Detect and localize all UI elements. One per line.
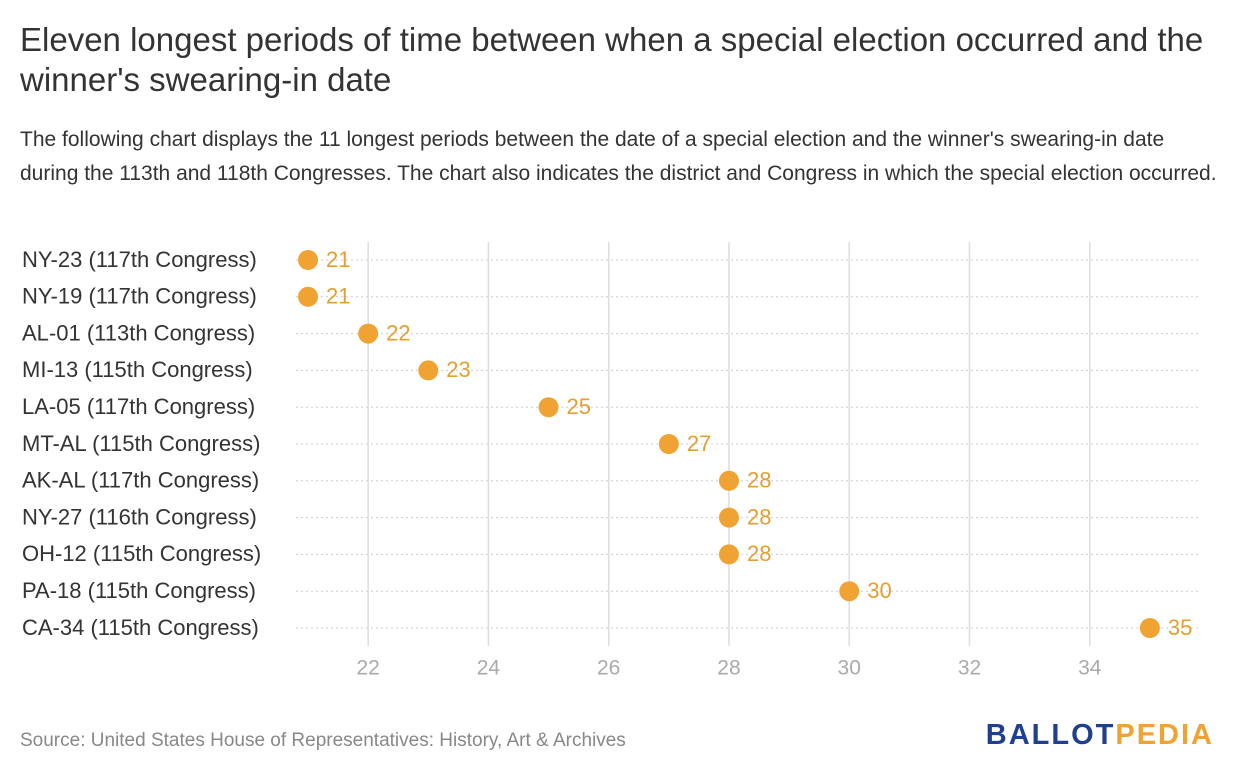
- category-label: LA-05 (117th Congress): [22, 394, 255, 419]
- category-label: AK-AL (117th Congress): [22, 468, 259, 493]
- value-label: 27: [687, 431, 711, 456]
- source: Source: United States House of Represent…: [20, 730, 626, 751]
- category-label: OH-12 (115th Congress): [22, 541, 261, 566]
- value-label: 35: [1168, 615, 1192, 640]
- x-tick-label: 32: [958, 657, 981, 680]
- dot: [718, 470, 739, 491]
- x-tick-label: 22: [356, 657, 379, 680]
- value-label: 28: [747, 541, 771, 566]
- dot: [658, 434, 679, 454]
- value-label: 28: [747, 504, 771, 529]
- dot: [298, 286, 319, 307]
- category-label: MI-13 (115th Congress): [22, 357, 253, 382]
- value-label: 25: [567, 394, 591, 419]
- logo-part: BALLOT: [986, 719, 1116, 751]
- dot: [839, 581, 860, 602]
- value-label: 21: [326, 247, 350, 272]
- category-label: NY-19 (117th Congress): [22, 284, 257, 309]
- logo: BALLOTPEDIA: [986, 719, 1214, 751]
- dot: [298, 250, 319, 270]
- dot: [358, 323, 379, 344]
- x-tick-label: 34: [1078, 657, 1102, 680]
- dot: [418, 360, 439, 381]
- chart-subtitle: The following chart displays the 11 long…: [20, 128, 1217, 185]
- x-tick-label: 26: [597, 657, 620, 680]
- value-label: 28: [747, 468, 771, 493]
- category-label: NY-23 (117th Congress): [22, 247, 257, 272]
- x-tick-label: 30: [838, 657, 861, 680]
- dot: [538, 397, 559, 418]
- category-label: PA-18 (115th Congress): [22, 578, 256, 603]
- x-tick-label: 24: [477, 657, 501, 680]
- dot: [1139, 618, 1160, 638]
- category-label: AL-01 (113th Congress): [22, 320, 255, 345]
- chart-title: Eleven longest periods of time between w…: [20, 21, 1204, 98]
- x-tick-label: 28: [717, 657, 740, 680]
- value-label: 23: [446, 357, 470, 382]
- category-label: CA-34 (115th Congress): [22, 615, 259, 640]
- dot: [718, 507, 739, 528]
- category-label: NY-27 (116th Congress): [22, 504, 257, 529]
- value-label: 22: [386, 320, 410, 345]
- dot: [718, 544, 739, 565]
- value-label: 30: [867, 578, 891, 603]
- value-label: 21: [326, 284, 350, 309]
- category-label: MT-AL (115th Congress): [22, 431, 260, 456]
- logo-part: PEDIA: [1115, 719, 1214, 751]
